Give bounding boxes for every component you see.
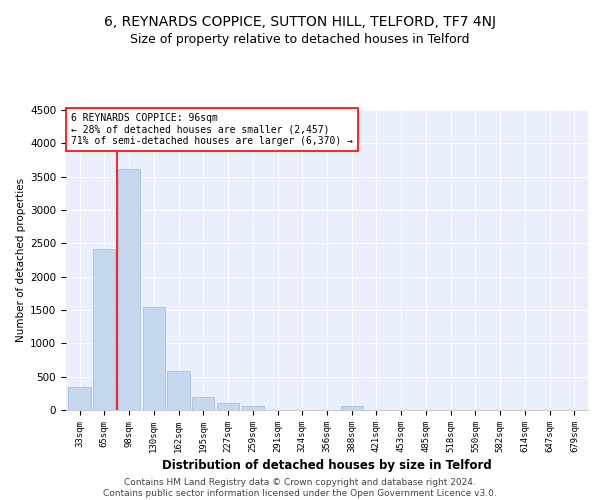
Bar bbox=[341, 406, 363, 410]
Bar bbox=[93, 248, 115, 410]
Text: 6, REYNARDS COPPICE, SUTTON HILL, TELFORD, TF7 4NJ: 6, REYNARDS COPPICE, SUTTON HILL, TELFOR… bbox=[104, 15, 496, 29]
Bar bbox=[242, 406, 264, 410]
Y-axis label: Number of detached properties: Number of detached properties bbox=[16, 178, 26, 342]
Bar bbox=[143, 306, 165, 410]
Bar bbox=[68, 388, 91, 410]
Text: Contains HM Land Registry data © Crown copyright and database right 2024.
Contai: Contains HM Land Registry data © Crown c… bbox=[103, 478, 497, 498]
Bar bbox=[192, 396, 214, 410]
Bar bbox=[167, 370, 190, 410]
X-axis label: Distribution of detached houses by size in Telford: Distribution of detached houses by size … bbox=[162, 459, 492, 472]
Text: 6 REYNARDS COPPICE: 96sqm
← 28% of detached houses are smaller (2,457)
71% of se: 6 REYNARDS COPPICE: 96sqm ← 28% of detac… bbox=[71, 113, 353, 146]
Bar bbox=[118, 168, 140, 410]
Bar bbox=[217, 404, 239, 410]
Text: Size of property relative to detached houses in Telford: Size of property relative to detached ho… bbox=[130, 32, 470, 46]
